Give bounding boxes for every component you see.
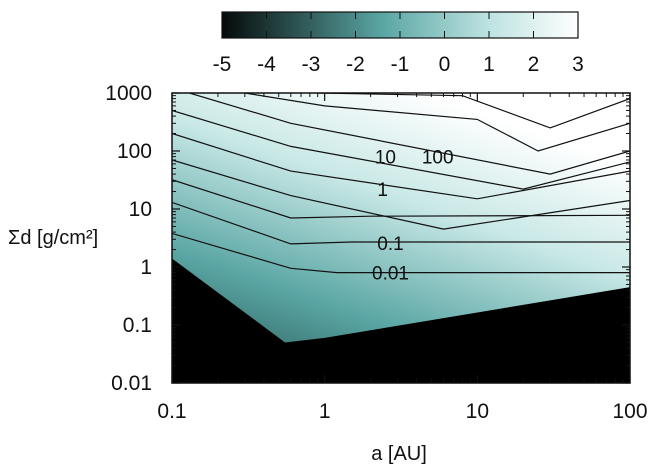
contour-line-100000 [244, 93, 630, 152]
contour-label: 1 [377, 180, 388, 201]
y-tick-label: 0.1 [123, 314, 152, 337]
plot-frame [171, 92, 631, 384]
contour-line-1000 [172, 109, 630, 190]
colorbar-tick-label: -1 [391, 53, 410, 76]
contour-line-1000000 [317, 93, 630, 129]
x-axis-ticks: 0.1 1 10 100 [157, 93, 648, 423]
contour-label: 0.1 [377, 234, 403, 255]
colorbar-tick-label: 2 [528, 53, 540, 76]
contour-label: 0.01 [372, 264, 409, 285]
x-tick-label: 1 [319, 400, 331, 423]
zero-region [172, 258, 630, 383]
contour-line-100 [172, 132, 630, 200]
x-axis-label: a [AU] [371, 443, 427, 465]
colorbar-tick-label: 0 [439, 53, 451, 76]
y-tick-label: 10 [129, 198, 152, 221]
x-tick-label: 0.1 [157, 400, 186, 423]
contour-labels: 0.01 0.1 1 10 100 [372, 148, 454, 285]
contour-line-10000 [189, 93, 630, 175]
colorbar: -5 -4 -3 -2 -1 0 1 2 3 [213, 11, 584, 76]
contour-line-0.1 [172, 201, 630, 245]
colorbar-tick-label: -2 [346, 53, 365, 76]
colorbar-ticks: -5 -4 -3 -2 -1 0 1 2 3 [213, 12, 584, 76]
y-axis-ticks: 0.01 0.1 1 10 100 1000 [105, 82, 630, 395]
colorbar-tick-label: 1 [483, 53, 495, 76]
contour-label: 10 [375, 148, 396, 169]
contour-line-0.01 [172, 232, 630, 274]
contour-lines [172, 93, 630, 274]
colorbar-tick-label: 3 [572, 53, 584, 76]
y-tick-label: 1000 [105, 82, 152, 105]
y-tick-label: 100 [117, 140, 152, 163]
contour-label: 100 [422, 148, 454, 169]
colorbar-tick-label: -3 [302, 53, 321, 76]
y-tick-label: 0.01 [111, 372, 152, 395]
contour-line-10 [172, 159, 630, 230]
y-tick-label: 1 [140, 256, 152, 279]
x-tick-label: 10 [466, 400, 489, 423]
colorbar-tick-label: -4 [257, 53, 276, 76]
contour-line-1 [172, 179, 630, 219]
x-tick-label: 100 [612, 400, 647, 423]
y-axis-label: Σd [g/cm²] [8, 227, 98, 249]
colorbar-tick-label: -5 [213, 53, 232, 76]
